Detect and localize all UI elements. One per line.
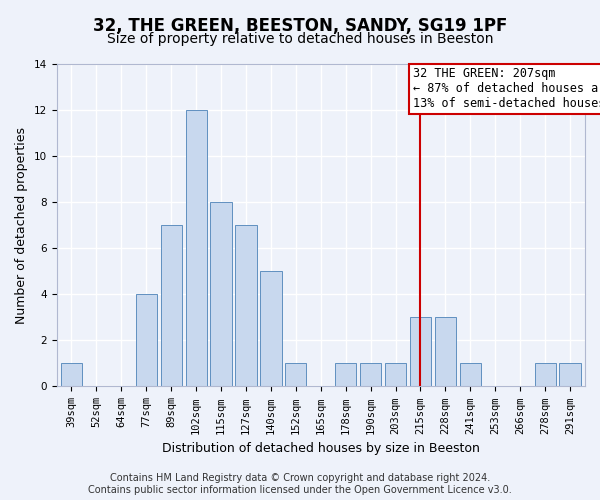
Bar xyxy=(360,364,381,386)
Bar xyxy=(535,364,556,386)
Bar xyxy=(335,364,356,386)
Y-axis label: Number of detached properties: Number of detached properties xyxy=(15,126,28,324)
Bar xyxy=(435,318,456,386)
X-axis label: Distribution of detached houses by size in Beeston: Distribution of detached houses by size … xyxy=(162,442,480,455)
Bar xyxy=(161,225,182,386)
Bar xyxy=(136,294,157,386)
Text: 32, THE GREEN, BEESTON, SANDY, SG19 1PF: 32, THE GREEN, BEESTON, SANDY, SG19 1PF xyxy=(93,18,507,36)
Bar xyxy=(460,364,481,386)
Text: 32 THE GREEN: 207sqm
← 87% of detached houses are smaller (47)
13% of semi-detac: 32 THE GREEN: 207sqm ← 87% of detached h… xyxy=(413,68,600,110)
Text: Size of property relative to detached houses in Beeston: Size of property relative to detached ho… xyxy=(107,32,493,46)
Bar xyxy=(559,364,581,386)
Bar xyxy=(61,364,82,386)
Text: Contains HM Land Registry data © Crown copyright and database right 2024.
Contai: Contains HM Land Registry data © Crown c… xyxy=(88,474,512,495)
Bar xyxy=(285,364,307,386)
Bar xyxy=(410,318,431,386)
Bar xyxy=(185,110,207,386)
Bar xyxy=(235,225,257,386)
Bar xyxy=(385,364,406,386)
Bar xyxy=(211,202,232,386)
Bar xyxy=(260,272,281,386)
